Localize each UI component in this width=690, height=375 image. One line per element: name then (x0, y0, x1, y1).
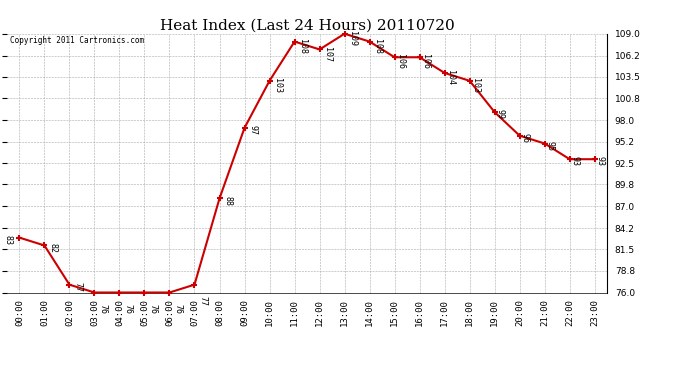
Text: 103: 103 (273, 78, 282, 93)
Text: 76: 76 (98, 304, 107, 313)
Text: 104: 104 (446, 70, 455, 85)
Text: 95: 95 (546, 141, 555, 151)
Text: 83: 83 (4, 235, 13, 245)
Text: 99: 99 (495, 110, 504, 119)
Text: 97: 97 (248, 125, 257, 135)
Text: 96: 96 (521, 133, 530, 143)
Text: 93: 93 (595, 156, 604, 166)
Text: 108: 108 (298, 39, 307, 54)
Text: 77: 77 (198, 296, 207, 306)
Text: 106: 106 (421, 54, 430, 69)
Text: 88: 88 (224, 196, 233, 206)
Text: 82: 82 (48, 243, 57, 253)
Text: 76: 76 (148, 304, 157, 313)
Text: 106: 106 (395, 54, 404, 69)
Text: Copyright 2011 Cartronics.com: Copyright 2011 Cartronics.com (10, 36, 144, 45)
Title: Heat Index (Last 24 Hours) 20110720: Heat Index (Last 24 Hours) 20110720 (159, 19, 455, 33)
Text: 107: 107 (324, 46, 333, 62)
Text: 108: 108 (373, 39, 382, 54)
Text: 103: 103 (471, 78, 480, 93)
Text: 109: 109 (348, 31, 357, 46)
Text: 77: 77 (73, 282, 82, 292)
Text: 76: 76 (124, 304, 132, 313)
Text: 93: 93 (571, 156, 580, 166)
Text: 76: 76 (173, 304, 182, 313)
